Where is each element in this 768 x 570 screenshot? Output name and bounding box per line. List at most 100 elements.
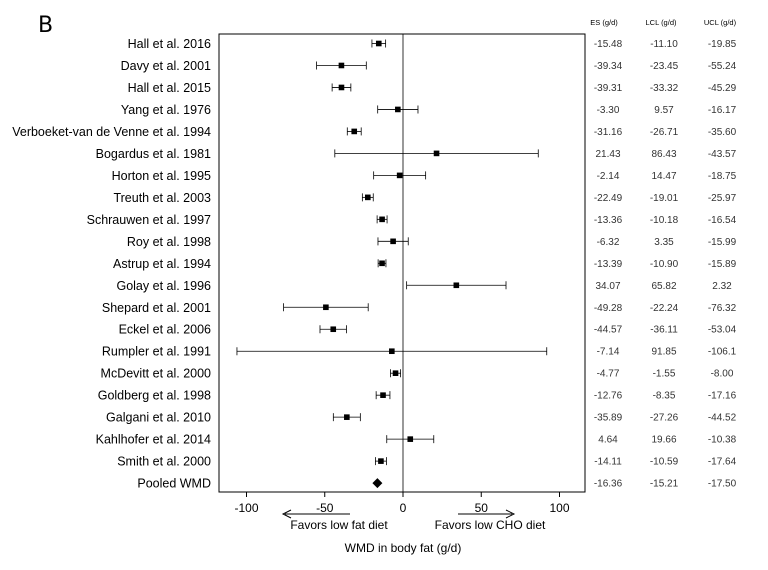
study-row: Verboeket-van de Venne et al. 1994 -31.16… xyxy=(12,125,736,139)
ucl-value: -35.60 xyxy=(708,127,737,138)
ucl-value: -44.52 xyxy=(708,413,737,424)
study-label: Kahlhofer et al. 2014 xyxy=(96,433,211,447)
es-value: -13.39 xyxy=(594,259,623,270)
study-row: Goldberg et al. 1998 -12.76 -8.35 -17.16 xyxy=(98,389,737,403)
lcl-value: 19.66 xyxy=(651,435,676,446)
effect-point xyxy=(407,436,414,442)
ucl-value: -16.54 xyxy=(708,215,737,226)
study-row: Kahlhofer et al. 2014 4.64 19.66 -10.38 xyxy=(96,433,737,447)
es-value: -44.57 xyxy=(594,325,623,336)
plot-frame xyxy=(218,33,586,493)
study-label: Verboeket-van de Venne et al. 1994 xyxy=(12,125,211,139)
study-label: Roy et al. 1998 xyxy=(127,235,211,249)
study-row: McDevitt et al. 2000 -4.77 -1.55 -8.00 xyxy=(101,367,734,381)
study-label: Yang et al. 1976 xyxy=(121,103,211,117)
study-row: Horton et al. 1995 -2.14 14.47 -18.75 xyxy=(112,169,737,183)
effect-point xyxy=(379,216,385,223)
study-label: Schrauwen et al. 1997 xyxy=(87,213,211,227)
header-es: ES (g/d) xyxy=(590,18,618,27)
lcl-value: -19.01 xyxy=(650,193,679,204)
direction-annotations: Favors low fat diet Favors low CHO diet xyxy=(281,509,546,532)
x-tick-label: -50 xyxy=(316,501,334,515)
lcl-value: 86.43 xyxy=(651,149,676,160)
ucl-value: -15.99 xyxy=(708,237,737,248)
lcl-value: -27.26 xyxy=(650,413,679,424)
ucl-value: -45.29 xyxy=(708,83,737,94)
effect-point xyxy=(338,62,345,69)
effect-point xyxy=(379,260,385,267)
study-label: Bogardus et al. 1981 xyxy=(96,147,211,161)
es-value: -16.36 xyxy=(594,479,623,490)
lcl-value: -10.90 xyxy=(650,259,679,270)
x-axis: -100 -50 0 50 100 xyxy=(234,492,570,515)
study-label: McDevitt et al. 2000 xyxy=(101,367,212,381)
es-value: -31.16 xyxy=(594,127,623,138)
lcl-value: 9.57 xyxy=(654,105,674,116)
ucl-value: -15.89 xyxy=(708,259,737,270)
x-tick-label: 0 xyxy=(400,501,407,515)
study-row: Bogardus et al. 1981 21.43 86.43 -43.57 xyxy=(96,147,737,161)
study-label: Davy et al. 2001 xyxy=(121,59,211,73)
effect-point xyxy=(378,458,384,464)
study-row: Schrauwen et al. 1997 -13.36 -10.18 -16.54 xyxy=(87,213,737,227)
x-tick-label: 50 xyxy=(475,501,489,515)
ucl-value: -53.04 xyxy=(708,325,737,336)
lcl-value: 91.85 xyxy=(651,347,676,358)
study-row: Roy et al. 1998 -6.32 3.35 -15.99 xyxy=(127,235,737,249)
ucl-value: -55.24 xyxy=(708,61,737,72)
ucl-value: -43.57 xyxy=(708,149,737,160)
ucl-value: -17.64 xyxy=(708,457,737,468)
study-label: Eckel et al. 2006 xyxy=(119,323,211,337)
study-label: Galgani et al. 2010 xyxy=(106,411,211,425)
study-row: Golay et al. 1996 34.07 65.82 2.32 xyxy=(116,279,732,293)
effect-point xyxy=(380,392,386,398)
es-value: -39.34 xyxy=(594,61,623,72)
es-value: -15.48 xyxy=(594,39,623,50)
es-value: 21.43 xyxy=(595,149,620,160)
pooled-diamond xyxy=(372,478,383,489)
effect-point xyxy=(338,84,345,91)
effect-point xyxy=(365,194,371,201)
lcl-value: -10.59 xyxy=(650,457,679,468)
lcl-value: -36.11 xyxy=(650,325,678,336)
es-value: -2.14 xyxy=(597,171,620,182)
es-value: -12.76 xyxy=(594,391,623,402)
study-row: Shepard et al. 2001 -49.28 -22.24 -76.32 xyxy=(102,301,737,315)
study-label: Golay et al. 1996 xyxy=(116,279,211,293)
left-arrow-head xyxy=(281,509,292,519)
lcl-value: -22.24 xyxy=(650,303,679,314)
study-label: Horton et al. 1995 xyxy=(112,169,211,183)
ucl-value: -17.16 xyxy=(708,391,737,402)
es-value: 4.64 xyxy=(598,435,618,446)
effect-point xyxy=(344,414,350,420)
study-label: Astrup et al. 1994 xyxy=(113,257,211,271)
ucl-value: -10.38 xyxy=(708,435,737,446)
es-value: -3.30 xyxy=(597,105,620,116)
es-value: -22.49 xyxy=(594,193,623,204)
header-ucl: UCL (g/d) xyxy=(704,18,737,27)
ucl-value: 2.32 xyxy=(712,281,732,292)
lcl-value: 3.35 xyxy=(654,237,674,248)
lcl-value: -33.32 xyxy=(650,83,679,94)
study-row: Galgani et al. 2010 -35.89 -27.26 -44.52 xyxy=(106,411,737,425)
es-value: -49.28 xyxy=(594,303,623,314)
es-value: -7.14 xyxy=(597,347,620,358)
es-value: -14.11 xyxy=(594,457,622,468)
es-value: -4.77 xyxy=(597,369,620,380)
ucl-value: -8.00 xyxy=(711,369,734,380)
effect-point xyxy=(375,40,382,47)
header-lcl: LCL (g/d) xyxy=(646,18,677,27)
study-row: Treuth et al. 2003 -22.49 -19.01 -25.97 xyxy=(113,191,736,205)
es-value: 34.07 xyxy=(595,281,620,292)
effect-point xyxy=(351,128,358,135)
es-value: -35.89 xyxy=(594,413,623,424)
study-row: Astrup et al. 1994 -13.39 -10.90 -15.89 xyxy=(113,257,737,271)
ucl-value: -18.75 xyxy=(708,171,737,182)
lcl-value: 65.82 xyxy=(651,281,676,292)
table-headers: ES (g/d) LCL (g/d) UCL (g/d) xyxy=(590,18,736,27)
right-arrow-head xyxy=(505,509,516,519)
effect-point xyxy=(323,304,329,311)
favors-low-cho-label: Favors low CHO diet xyxy=(435,518,546,532)
study-row: Hall et al. 2016 -15.48 -11.10 -19.85 xyxy=(128,37,737,51)
